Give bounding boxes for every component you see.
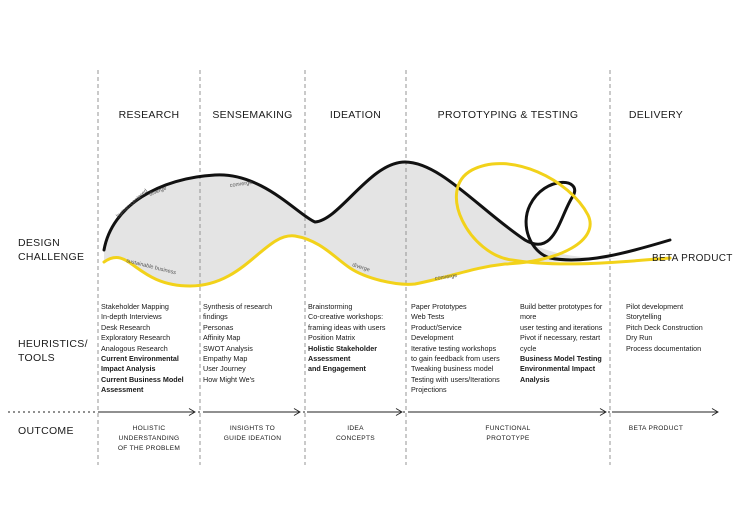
tool-item: Paper Prototypes — [411, 302, 467, 311]
row-label-line: DESIGN — [18, 237, 61, 249]
diverge-label-2: diverge — [351, 262, 370, 273]
tool-item: Pivot if necessary, restart — [520, 333, 601, 343]
tool-item: Affinity Map — [203, 333, 241, 343]
phase-research: RESEARCH — [118, 109, 180, 121]
outcome-label: OUTCOME — [18, 425, 74, 437]
arrow-right-icon — [599, 408, 607, 416]
tool-item: Pitch Deck Construction — [626, 322, 703, 332]
outcome-line: UNDERSTANDING — [118, 435, 180, 442]
tool-item: Pilot development — [626, 302, 684, 311]
tool-item: Process documentation — [626, 343, 702, 353]
tools-ideation: Brainstorming Co-creative workshops: fra… — [308, 302, 386, 375]
tools-research: Stakeholder Mapping In-depth Interviews … — [101, 302, 184, 396]
row-label-line: CHALLENGE — [18, 251, 85, 263]
tool-item: Assessment — [101, 385, 144, 395]
tool-item: Co-creative workshops: — [308, 312, 384, 322]
sustainable-business-curve — [102, 162, 672, 288]
phase-delivery: DELIVERY — [628, 109, 684, 121]
converge-label-1: converge — [229, 180, 252, 189]
tool-item: User Journey — [203, 364, 246, 374]
outcome-line: CONCEPTS — [335, 435, 376, 442]
row-label-line: HEURISTICS/ — [18, 338, 88, 350]
tools-sensemaking: Synthesis of research findings Personas … — [203, 302, 272, 385]
tool-item: Synthesis of research — [203, 302, 273, 311]
phase-ideation: IDEATION — [329, 109, 382, 121]
outcome-line: IDEA — [347, 425, 364, 432]
tool-item: Empathy Map — [203, 354, 248, 364]
tool-item: Web Tests — [411, 312, 445, 322]
tool-item: findings — [203, 312, 228, 322]
tool-item: SWOT Analysis — [203, 343, 253, 353]
tool-item: Exploratory Research — [101, 333, 171, 343]
design-challenge-label: DESIGN CHALLENGE — [18, 236, 84, 264]
tool-item: cycle — [520, 343, 537, 353]
tool-item: Current Environmental — [101, 354, 179, 364]
outcome-timeline — [8, 408, 719, 416]
phase-prototyping-testing: PROTOTYPING & TESTING — [437, 109, 579, 121]
tool-item: In-depth Interviews — [101, 312, 162, 322]
tool-item: Development — [411, 333, 454, 343]
outcome-line: OF THE PROBLEM — [117, 445, 181, 452]
outcome-delivery: BETA PRODUCT — [610, 424, 702, 434]
tool-item: Business Model Testing — [520, 354, 602, 364]
tools-delivery: Pilot development Storytelling Pitch Dec… — [626, 302, 703, 354]
tool-item: Storytelling — [626, 312, 662, 322]
row-label-line: TOOLS — [18, 352, 55, 364]
outcome-line: FUNCTIONAL — [485, 425, 531, 432]
outcome-prototyping: FUNCTIONAL PROTOTYPE — [406, 424, 610, 444]
outcome-line: GUIDE IDEATION — [223, 435, 282, 442]
tools-prototyping-1: Paper Prototypes Web Tests Product/Servi… — [411, 302, 500, 396]
outcome-ideation: IDEA CONCEPTS — [305, 424, 406, 444]
tool-item: Tweaking business model — [411, 364, 494, 374]
tool-item: more — [520, 312, 537, 322]
tool-item: Projections — [411, 385, 447, 395]
tools-prototyping-2: Build better prototypes for more user te… — [520, 302, 602, 385]
arrow-right-icon — [293, 408, 301, 416]
tool-item: Impact Analysis — [101, 364, 156, 374]
tool-item: How Might We's — [203, 374, 255, 384]
beta-product-label: BETA PRODUCT — [652, 253, 733, 264]
tool-item: and Engagement — [308, 364, 366, 374]
tool-item: Iterative testing workshops — [411, 343, 497, 353]
phase-dividers — [97, 70, 611, 465]
tool-item: Position Matrix — [308, 333, 356, 343]
human-centered-curve — [102, 160, 672, 262]
tool-item: Stakeholder Mapping — [101, 302, 169, 311]
tool-item: Brainstorming — [308, 302, 353, 311]
outcome-research: HOLISTIC UNDERSTANDING OF THE PROBLEM — [98, 424, 200, 454]
tool-item: framing ideas with users — [308, 322, 386, 332]
outcome-line: HOLISTIC — [132, 425, 166, 432]
tool-item: user testing and iterations — [520, 322, 603, 332]
heuristics-tools-label: HEURISTICS/ TOOLS — [18, 337, 88, 365]
tool-item: Personas — [203, 322, 234, 332]
arrow-right-icon — [188, 408, 196, 416]
arrow-right-icon — [711, 408, 719, 416]
outcome-line: PROTOTYPE — [486, 435, 530, 442]
tool-item: to gain feedback from users — [411, 354, 500, 364]
tool-item: Analogous Research — [101, 343, 168, 353]
tool-item: Analysis — [520, 374, 550, 384]
tool-item: Assessment — [308, 354, 351, 364]
outcome-sensemaking: INSIGHTS TO GUIDE IDEATION — [200, 424, 305, 444]
tool-item: Holistic Stakeholder — [308, 343, 378, 353]
tool-item: Desk Research — [101, 322, 151, 332]
shaded-exploration-area — [104, 162, 620, 286]
outcome-line: BETA PRODUCT — [628, 425, 684, 432]
outcome-line: INSIGHTS TO — [229, 425, 276, 432]
converge-label-2: converge — [434, 273, 457, 282]
tool-item: Build better prototypes for — [520, 302, 603, 311]
tool-item: Testing with users/Iterations — [411, 374, 500, 384]
arrow-right-icon — [395, 408, 403, 416]
tool-item: Product/Service — [411, 322, 462, 332]
phase-sensemaking: SENSEMAKING — [212, 109, 293, 121]
tool-item: Current Business Model — [101, 374, 184, 384]
tool-item: Dry Run — [626, 333, 653, 343]
tool-item: Environmental Impact — [520, 364, 596, 374]
